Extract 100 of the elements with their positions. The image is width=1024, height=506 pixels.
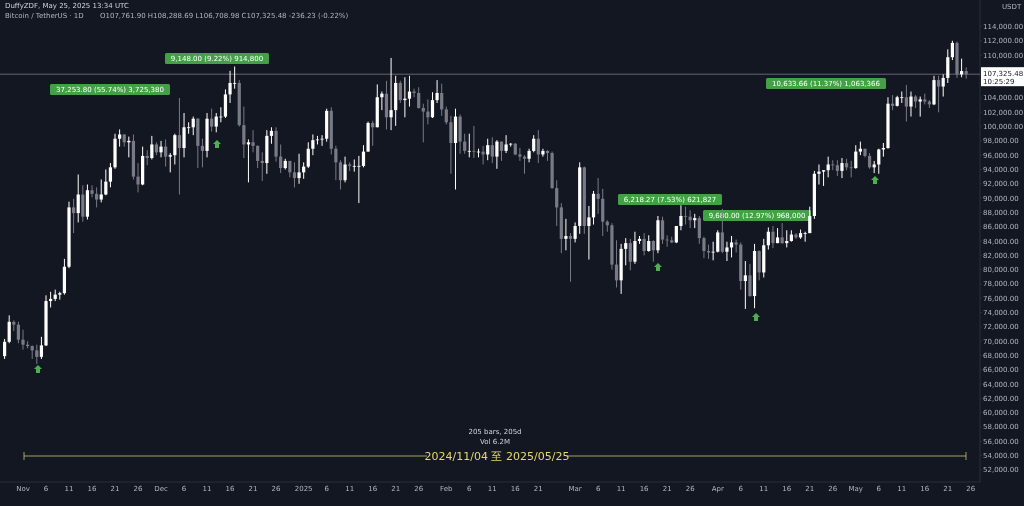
candlestick — [95, 186, 99, 208]
candlestick — [352, 158, 356, 173]
candlestick — [384, 80, 389, 130]
candlestick — [803, 231, 807, 243]
candlestick — [918, 96, 922, 118]
candlestick — [748, 263, 752, 298]
candlestick — [343, 156, 347, 183]
candlestick — [104, 168, 108, 196]
candlestick — [679, 204, 683, 231]
candlestick — [159, 140, 163, 158]
candlestick — [467, 133, 471, 158]
candlestick — [877, 148, 881, 175]
candlestick — [292, 161, 297, 188]
candlestick — [587, 205, 591, 261]
candlestick — [555, 179, 559, 227]
candlestick — [601, 188, 605, 237]
candlestick — [490, 136, 494, 164]
candlestick — [430, 91, 435, 119]
candlestick — [757, 249, 761, 281]
candlestick — [99, 179, 103, 203]
candlestick — [900, 91, 904, 104]
candlestick — [573, 221, 577, 243]
candlestick — [518, 147, 522, 162]
candlestick — [697, 215, 701, 245]
candlestick — [421, 103, 425, 143]
candlestick — [81, 184, 85, 223]
candlestick — [941, 73, 945, 98]
candlestick — [311, 133, 315, 156]
candlestick — [725, 241, 729, 262]
candlestick — [854, 144, 858, 170]
candlestick — [72, 198, 76, 234]
candlestick — [136, 162, 140, 193]
candlestick — [463, 133, 467, 155]
candlestick — [297, 153, 301, 185]
candlestick — [357, 155, 361, 204]
candlestick — [168, 152, 172, 173]
candlestick — [361, 144, 366, 168]
candlestick — [624, 237, 628, 266]
annotation: 2024/11/04 至 2025/05/25 — [424, 450, 570, 463]
candlestick — [242, 106, 246, 159]
candlestick — [417, 86, 421, 110]
candlestick — [808, 206, 812, 234]
candlestick — [35, 344, 39, 365]
candlestick — [660, 216, 665, 245]
candlestick — [398, 80, 402, 104]
candlestick — [223, 88, 228, 119]
candlestick — [504, 134, 508, 154]
candlestick — [164, 138, 168, 168]
candlestick — [21, 329, 25, 351]
candlestick — [177, 97, 182, 196]
candlestick — [320, 134, 324, 147]
candlestick — [702, 236, 706, 259]
candlestick — [596, 177, 600, 215]
candlestick — [711, 241, 715, 261]
candlestick — [831, 159, 835, 171]
candlestick — [449, 115, 453, 175]
candlestick — [90, 184, 94, 198]
candlestick — [651, 239, 655, 263]
candlestick — [743, 260, 747, 310]
candlestick — [306, 141, 310, 169]
candlestick — [200, 138, 205, 168]
candlestick — [780, 222, 784, 245]
candlestick — [108, 162, 113, 188]
candlestick — [826, 156, 830, 178]
candlestick — [628, 238, 632, 271]
candlestick — [946, 48, 950, 84]
candlestick — [150, 135, 154, 160]
candlestick — [39, 336, 44, 360]
candlestick — [729, 235, 734, 258]
candlestick — [7, 314, 11, 344]
candlestick — [435, 79, 439, 104]
candlestick — [182, 112, 186, 158]
candlestick — [541, 148, 545, 158]
candlestick — [771, 225, 775, 249]
candlestick — [909, 91, 913, 118]
candlestick — [2, 338, 7, 360]
candlestick — [849, 160, 853, 178]
candlestick — [210, 108, 214, 133]
candlestick — [683, 206, 688, 226]
candlestick — [440, 83, 444, 117]
candlestick — [256, 144, 260, 169]
candlestick — [76, 173, 80, 223]
candlestick — [338, 159, 343, 191]
candlestick — [840, 157, 844, 179]
candlestick — [642, 232, 646, 256]
candlestick — [407, 75, 412, 108]
candlestick — [591, 190, 596, 226]
candlestick — [251, 129, 255, 153]
candlestick — [950, 40, 954, 61]
candlestick — [16, 321, 21, 344]
candlestick — [173, 133, 177, 165]
candlestick — [486, 138, 490, 161]
candlestick — [633, 231, 637, 265]
candlestick — [564, 218, 568, 251]
candlestick — [904, 84, 908, 123]
candlestick — [228, 70, 232, 104]
candlestick — [389, 57, 393, 131]
candlestick — [214, 112, 218, 133]
candlestick — [472, 125, 476, 159]
candlestick — [817, 163, 821, 185]
